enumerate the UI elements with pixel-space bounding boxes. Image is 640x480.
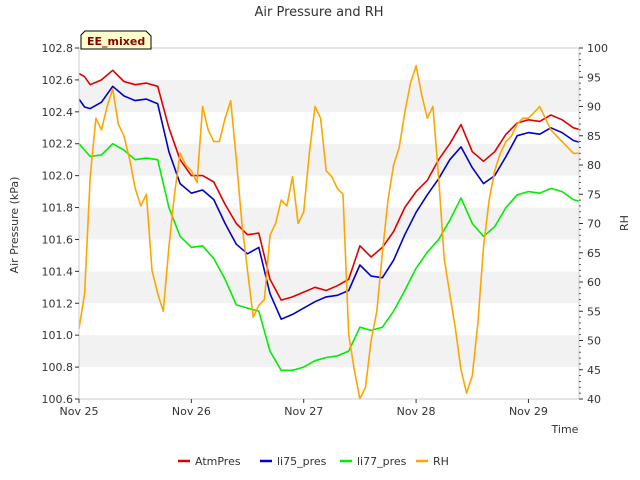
y2-axis-label: RH <box>618 215 631 231</box>
y2-tick-label: 95 <box>587 71 601 84</box>
y-tick-label: 101.4 <box>42 265 74 278</box>
grid-band <box>79 335 579 368</box>
y2-tick-label: 50 <box>587 335 601 348</box>
y-tick-label: 100.6 <box>42 393 74 406</box>
x-tick-label: Nov 28 <box>397 405 436 418</box>
y2-tick-label: 45 <box>587 364 601 377</box>
y-tick-label: 102.2 <box>42 138 74 151</box>
legend-label: AtmPres <box>195 455 241 468</box>
y2-tick-label: 75 <box>587 188 601 201</box>
axis-ticks: 100.6 100.8 101.0 101.2 101.4 101.6 101.8 102.0… <box>42 42 609 418</box>
mixed-badge: EE_mixed <box>80 30 152 50</box>
y2-tick-label: 40 <box>587 393 601 406</box>
grid-band <box>79 175 579 208</box>
legend-label: li77_pres <box>357 455 407 468</box>
y2-tick-label: 70 <box>587 218 601 231</box>
grid-band <box>79 303 579 336</box>
series-line-rh <box>78 64 579 400</box>
y-tick-label: 100.8 <box>42 361 74 374</box>
series-line-li75-pres <box>78 85 580 321</box>
legend-item-li75-pres: li75_pres <box>260 455 327 468</box>
x-tick-label: Nov 26 <box>172 405 211 418</box>
y2-tick-label: 65 <box>587 247 601 260</box>
y2-tick-label: 60 <box>587 276 601 289</box>
grid-band <box>79 48 579 80</box>
y2-tick-label: 55 <box>587 305 601 318</box>
grid-band <box>79 111 579 144</box>
x-tick-label: Nov 27 <box>284 405 323 418</box>
y-tick-label: 101.8 <box>42 202 74 215</box>
legend-item-rh: RH <box>416 455 449 468</box>
y-tick-label: 101.6 <box>42 233 74 246</box>
x-axis-label: Time <box>551 423 579 436</box>
legend-label: RH <box>433 455 449 468</box>
legend-item-atmpres: AtmPres <box>178 455 241 468</box>
y-tick-label: 102.4 <box>42 106 74 119</box>
x-tick-label: Nov 29 <box>509 405 548 418</box>
y2-tick-label: 85 <box>587 130 601 143</box>
legend-label: li75_pres <box>277 455 327 468</box>
legend-item-li77-pres: li77_pres <box>340 455 407 468</box>
y-axis-label: Air Pressure (kPa) <box>8 177 21 274</box>
grid-band <box>79 239 579 272</box>
y-tick-label: 101.2 <box>42 297 74 310</box>
y-tick-label: 102.8 <box>42 42 74 55</box>
y-tick-label: 102.6 <box>42 74 74 87</box>
grid-band <box>79 271 579 304</box>
chart-title: Air Pressure and RH <box>254 5 383 20</box>
series-line-li77-pres <box>78 142 580 372</box>
plot-lines <box>78 64 580 400</box>
legend: AtmPres li75_pres li77_pres RH <box>178 455 449 468</box>
y2-tick-label: 90 <box>587 101 601 114</box>
series-line-atmpres <box>78 69 580 301</box>
background-bands <box>79 48 579 399</box>
y-tick-label: 102.0 <box>42 170 74 183</box>
x-tick-label: Nov 25 <box>60 405 99 418</box>
mixed-badge-label: EE_mixed <box>87 35 145 48</box>
y2-tick-label: 100 <box>587 42 608 55</box>
y-tick-label: 101.0 <box>42 329 74 342</box>
y2-tick-label: 80 <box>587 159 601 172</box>
grid-band <box>79 367 579 399</box>
